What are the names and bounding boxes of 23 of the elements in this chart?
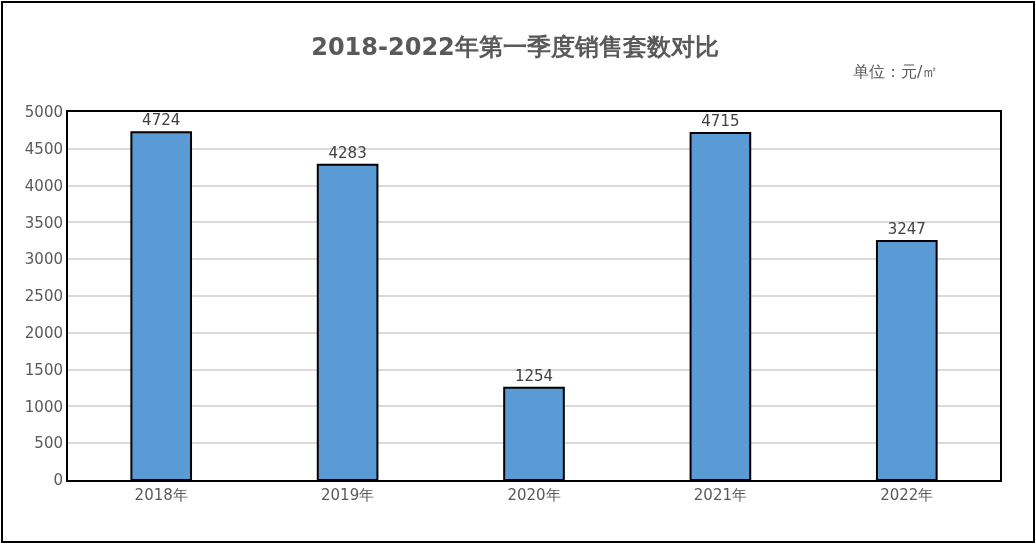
y-tick-label: 0 bbox=[53, 471, 63, 490]
text: 单位：元/㎡ bbox=[853, 62, 939, 81]
y-tick-label: 2500 bbox=[24, 287, 63, 306]
data-label: 3247 bbox=[887, 220, 926, 239]
y-tick-label: 1500 bbox=[24, 360, 63, 379]
x-tick-label: 2022年 bbox=[880, 486, 934, 504]
data-label: 4724 bbox=[142, 111, 181, 130]
x-tick-label: 2021年 bbox=[693, 486, 747, 504]
y-tick-label: 1000 bbox=[24, 397, 63, 416]
data-label: 4715 bbox=[701, 111, 740, 130]
y-tick-label: 4500 bbox=[24, 140, 63, 159]
x-tick-label: 2019年 bbox=[321, 486, 375, 504]
chart-title: 2018-2022年第一季度销售套数对比 bbox=[311, 33, 719, 62]
y-tick-label: 5000 bbox=[24, 103, 63, 122]
data-label: 1254 bbox=[514, 366, 554, 385]
y-tick-label: 3500 bbox=[24, 213, 63, 232]
y-tick-label: 2000 bbox=[24, 324, 63, 343]
y-tick-label: 3000 bbox=[24, 250, 63, 269]
y-tick-label: 500 bbox=[34, 434, 63, 453]
data-label: 4283 bbox=[328, 143, 367, 162]
x-tick-label: 2018年 bbox=[134, 486, 188, 504]
x-tick-label: 2020年 bbox=[507, 486, 561, 504]
y-tick-label: 4000 bbox=[24, 176, 63, 195]
